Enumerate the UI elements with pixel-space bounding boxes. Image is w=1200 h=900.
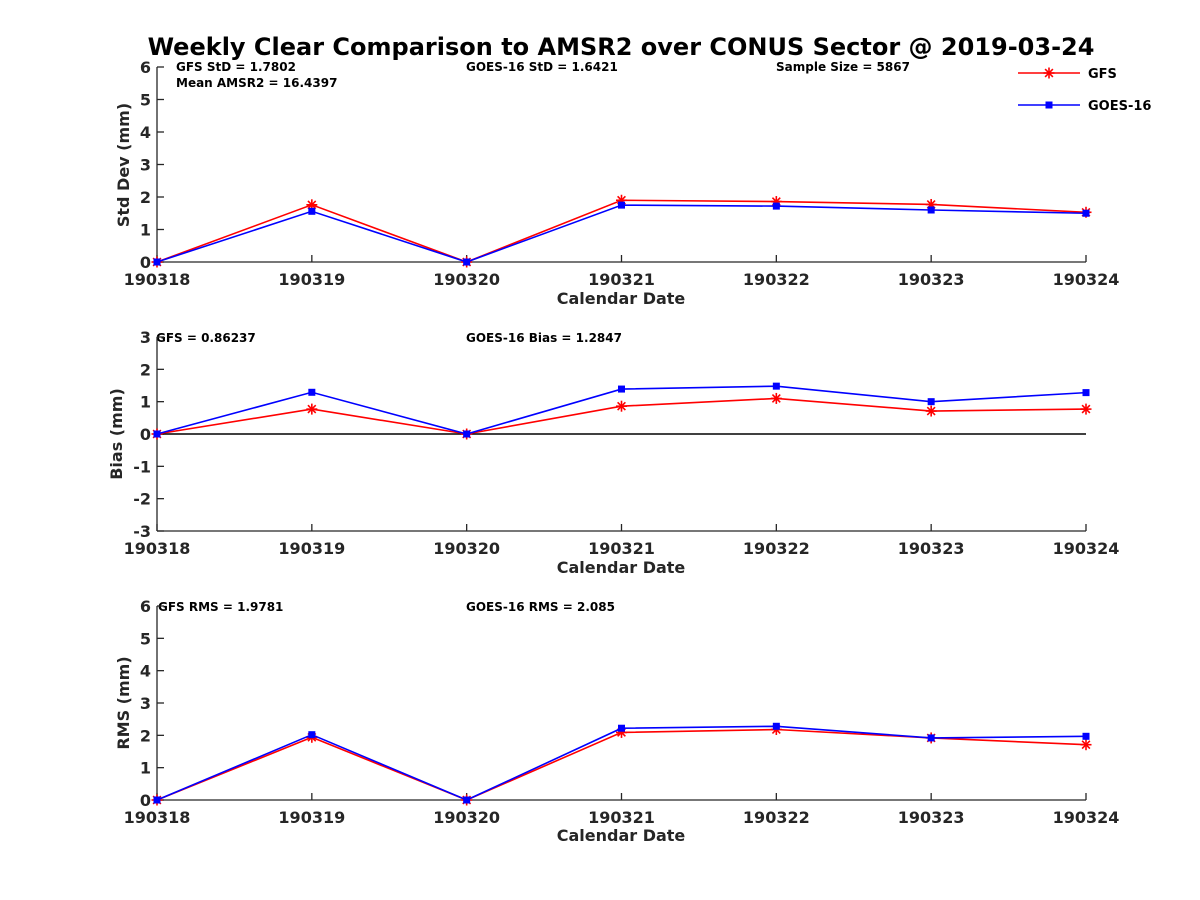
goes16-square-point: [618, 385, 625, 393]
legend-box: [1005, 58, 1165, 124]
y-tick-label: 6: [140, 597, 151, 616]
y-tick-label: 2: [140, 726, 151, 745]
y-tick-label: -1: [133, 457, 151, 476]
bias-panel: Bias (mm) Calendar Date GFS = 0.86237 GO…: [107, 328, 1119, 577]
y-tick-label: 3: [140, 328, 151, 347]
figure-title: Weekly Clear Comparison to AMSR2 over CO…: [148, 33, 1095, 61]
gfs-std-annotation: GFS StD = 1.7802: [176, 60, 296, 74]
x-tick-label: 190321: [588, 808, 655, 827]
goes16-square-point: [927, 398, 935, 406]
goes16-square-point: [1082, 209, 1090, 217]
legend-gfs-label: GFS: [1088, 67, 1117, 82]
x-tick-label: 190323: [898, 270, 965, 289]
y-tick-label: 1: [140, 221, 151, 240]
y-tick-label: 0: [140, 791, 151, 810]
legend-goes16-square-marker: [1045, 101, 1053, 109]
y-tick-label: 1: [140, 393, 151, 412]
x-tick-label: 190321: [588, 270, 655, 289]
legend-gfs-asterisk: [1043, 67, 1055, 79]
x-tick-label: 190324: [1053, 270, 1120, 289]
x-tick-label: 190322: [743, 539, 810, 558]
y-tick-label: -2: [133, 490, 151, 509]
x-tick-label: 190323: [898, 539, 965, 558]
goes16-square-point: [463, 430, 471, 438]
y-axis-label: Bias (mm): [107, 388, 126, 480]
y-tick-label: 4: [140, 662, 151, 681]
goes16-square-point: [153, 430, 161, 438]
goes16-square-point: [463, 796, 471, 804]
goes16-square-point: [772, 382, 780, 390]
goes16-square-point: [308, 731, 316, 739]
y-tick-label: 5: [140, 91, 151, 110]
goes16-square-point: [1082, 732, 1090, 740]
goes16-square-point: [153, 796, 161, 804]
goes16-bias-annotation: GOES-16 Bias = 1.2847: [466, 331, 622, 345]
goes16-square-point: [772, 722, 780, 730]
x-axis-label: Calendar Date: [557, 826, 686, 845]
legend-goes16-label: GOES-16: [1088, 99, 1151, 114]
x-tick-label: 190321: [588, 539, 655, 558]
x-tick-label: 190319: [278, 539, 345, 558]
x-tick-label: 190319: [278, 270, 345, 289]
goes16-square-point: [308, 388, 316, 396]
std-dev-panel: Std Dev (mm) Calendar Date GFS StD = 1.7…: [114, 58, 1119, 308]
x-tick-label: 190322: [743, 808, 810, 827]
goes16-square-point: [772, 202, 780, 210]
y-tick-label: 3: [140, 156, 151, 175]
goes16-square-point: [618, 724, 625, 732]
x-tick-label: 190322: [743, 270, 810, 289]
x-tick-label: 190320: [433, 808, 500, 827]
x-tick-label: 190318: [124, 539, 191, 558]
gfs-asterisk-point: [770, 392, 782, 404]
goes16-square-point: [1082, 389, 1090, 397]
legend: GFS GOES-16: [1005, 58, 1165, 124]
gfs-asterisk-point: [1080, 739, 1092, 751]
x-axis-label: Calendar Date: [557, 558, 686, 577]
x-tick-label: 190324: [1053, 808, 1120, 827]
x-tick-label: 190320: [433, 539, 500, 558]
y-tick-label: 2: [140, 360, 151, 379]
goes16-square-point: [463, 258, 471, 266]
gfs-asterisk-point: [616, 400, 627, 412]
y-tick-label: 2: [140, 188, 151, 207]
y-axis-label: Std Dev (mm): [114, 103, 133, 227]
goes16-square-point: [308, 207, 316, 215]
y-axis-label: RMS (mm): [114, 656, 133, 749]
x-tick-label: 190323: [898, 808, 965, 827]
gfs-asterisk-point: [1080, 403, 1092, 415]
goes16-square-point: [927, 206, 935, 214]
goes16-square-point: [618, 201, 625, 209]
y-tick-label: -3: [133, 522, 151, 541]
x-tick-label: 190324: [1053, 539, 1120, 558]
y-tick-label: 0: [140, 253, 151, 272]
legend-gfs-asterisk-marker: [1043, 67, 1055, 79]
rms-panel: RMS (mm) Calendar Date GFS RMS = 1.9781 …: [114, 597, 1119, 845]
x-tick-label: 190318: [124, 808, 191, 827]
x-tick-label: 190318: [124, 270, 191, 289]
x-tick-label: 190320: [433, 270, 500, 289]
y-tick-label: 0: [140, 425, 151, 444]
gfs-bias-annotation: GFS = 0.86237: [156, 331, 256, 345]
y-tick-label: 1: [140, 759, 151, 778]
gfs-asterisk-point: [925, 405, 937, 417]
y-tick-label: 6: [140, 58, 151, 77]
sample-size-annotation: Sample Size = 5867: [776, 60, 910, 74]
y-tick-label: 4: [140, 123, 151, 142]
goes16-square-point: [153, 258, 161, 266]
gfs-asterisk-point: [306, 403, 318, 415]
x-tick-label: 190319: [278, 808, 345, 827]
y-tick-label: 3: [140, 694, 151, 713]
x-axis-label: Calendar Date: [557, 289, 686, 308]
mean-amsr2-annotation: Mean AMSR2 = 16.4397: [176, 76, 337, 90]
y-tick-label: 5: [140, 629, 151, 648]
goes16-rms-annotation: GOES-16 RMS = 2.085: [466, 600, 615, 614]
gfs-rms-annotation: GFS RMS = 1.9781: [158, 600, 283, 614]
goes16-square-point: [927, 734, 935, 742]
goes16-std-annotation: GOES-16 StD = 1.6421: [466, 60, 618, 74]
